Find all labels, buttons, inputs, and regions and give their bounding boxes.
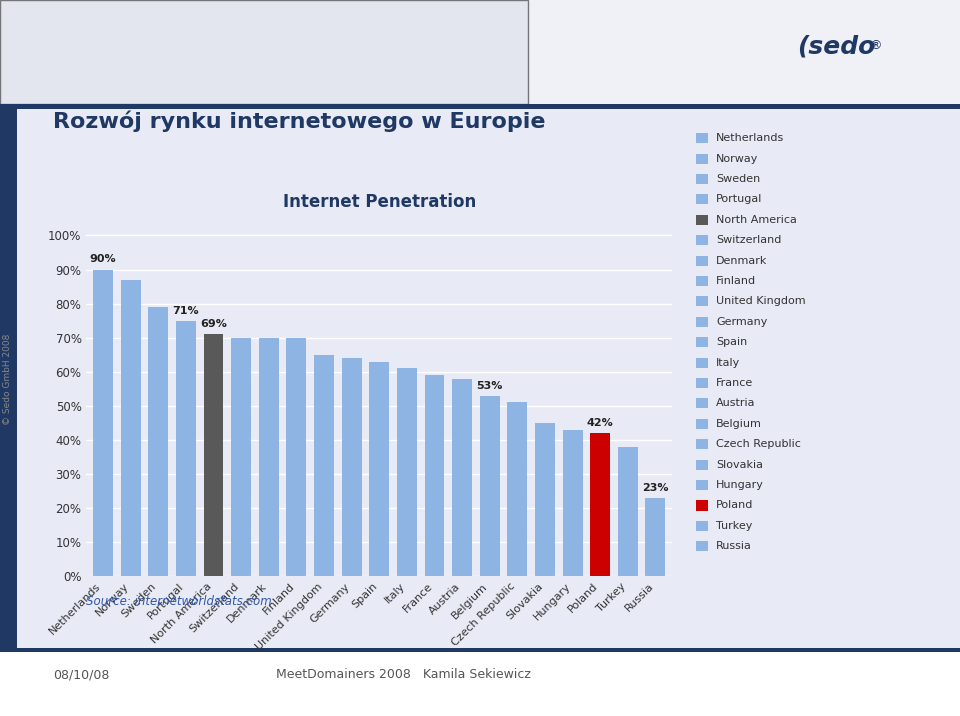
Text: Germany: Germany <box>716 317 768 326</box>
Text: Turkey: Turkey <box>716 521 753 531</box>
Text: Source: internetworldstats.com: Source: internetworldstats.com <box>86 595 272 608</box>
Bar <box>93 269 113 576</box>
Text: Hungary: Hungary <box>716 480 764 490</box>
Text: France: France <box>716 378 754 388</box>
Text: Slovakia: Slovakia <box>716 460 763 470</box>
Text: 53%: 53% <box>476 381 503 390</box>
Bar <box>286 338 306 576</box>
Text: Spain: Spain <box>716 337 748 347</box>
Text: 90%: 90% <box>89 254 116 264</box>
Text: Denmark: Denmark <box>716 256 768 266</box>
Text: Belgium: Belgium <box>716 419 762 429</box>
Bar <box>590 433 611 576</box>
Bar <box>314 354 334 576</box>
Text: United Kingdom: United Kingdom <box>716 296 805 306</box>
Bar <box>535 423 555 576</box>
Bar <box>645 498 665 576</box>
Bar <box>121 280 140 576</box>
Text: 23%: 23% <box>642 483 669 493</box>
Text: 69%: 69% <box>200 319 227 329</box>
Text: (sedo: (sedo <box>797 34 876 59</box>
Text: 71%: 71% <box>173 306 199 316</box>
Bar <box>618 447 637 576</box>
Text: Russia: Russia <box>716 541 752 551</box>
Text: Rozwój rynku internetowego w Europie: Rozwój rynku internetowego w Europie <box>53 111 545 132</box>
Bar <box>370 362 389 576</box>
Bar <box>231 338 251 576</box>
Text: Czech Republic: Czech Republic <box>716 440 801 449</box>
Text: Finland: Finland <box>716 276 756 286</box>
Bar <box>424 375 444 576</box>
Bar <box>452 379 472 576</box>
Bar <box>508 402 527 576</box>
Bar <box>176 321 196 576</box>
Bar <box>259 338 278 576</box>
Bar <box>148 307 168 576</box>
Text: 08/10/08: 08/10/08 <box>53 668 109 681</box>
Bar <box>396 369 417 576</box>
Bar <box>204 334 224 576</box>
Text: Sweden: Sweden <box>716 174 760 184</box>
Text: North America: North America <box>716 215 797 225</box>
Title: Internet Penetration: Internet Penetration <box>282 193 476 211</box>
Text: Netherlands: Netherlands <box>716 133 784 143</box>
Bar <box>480 396 499 576</box>
Text: Norway: Norway <box>716 154 758 163</box>
Bar <box>563 430 583 576</box>
Text: Austria: Austria <box>716 399 756 408</box>
Text: © Sedo GmbH 2008: © Sedo GmbH 2008 <box>3 334 12 425</box>
Text: ®: ® <box>869 39 881 52</box>
FancyBboxPatch shape <box>0 0 528 104</box>
Bar <box>342 358 362 576</box>
Text: Italy: Italy <box>716 358 740 367</box>
Text: 42%: 42% <box>587 418 613 428</box>
Text: Poland: Poland <box>716 500 754 511</box>
Text: Portugal: Portugal <box>716 195 762 204</box>
Text: MeetDomainers 2008   Kamila Sekiewicz: MeetDomainers 2008 Kamila Sekiewicz <box>276 668 531 681</box>
Text: Switzerland: Switzerland <box>716 236 781 245</box>
